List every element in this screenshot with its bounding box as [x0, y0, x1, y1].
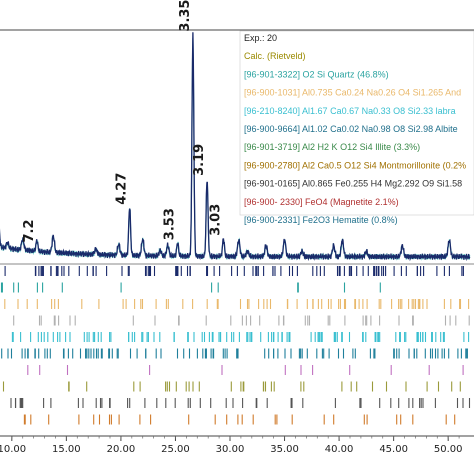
x-tick-label: 30.00 — [216, 444, 245, 455]
legend-entry: [96-900-9664] Al1.02 Ca0.02 Na0.98 O8 Si… — [244, 124, 458, 134]
diffraction-pattern — [0, 32, 471, 262]
x-tick-label: 50.00 — [434, 444, 463, 455]
x-axis: 10.00 15.00 20.00 25.00 30.00 35.00 40.00 45.00… — [0, 436, 463, 455]
legend-entry: [96-901-3719] Al2 H2 K O12 Si4 Illite (3… — [244, 142, 420, 152]
x-tick-label: 45.00 — [379, 444, 408, 455]
legend-entry: Calc. (Rietveld) — [244, 51, 306, 61]
legend-entry: [96-900-1031] Al0.735 Ca0.24 Na0.26 O4 S… — [244, 88, 461, 98]
peak-label: 7.2 — [22, 219, 37, 242]
phase-tick-rows — [0, 266, 471, 425]
x-tick-label: 40.00 — [325, 444, 354, 455]
peak-label: 4.27 — [115, 173, 130, 205]
peak-label: 3.53 — [163, 208, 178, 240]
experimental-pattern-line — [0, 32, 471, 262]
x-tick-label: 35.00 — [270, 444, 299, 455]
x-tick-label: 25.00 — [161, 444, 190, 455]
peak-label: 3.19 — [192, 144, 207, 176]
legend-entry: [96-901-3322] O2 Si Quartz (46.8%) — [244, 69, 389, 79]
legend-entry: Exp.: 20 — [244, 33, 277, 43]
legend-entry: [96-900-2331] Fe2O3 Hematite (0.8%) — [244, 215, 398, 225]
legend-entry: [96-900-2780] Al2 Ca0.5 O12 Si4 Montmori… — [244, 160, 466, 170]
legend-entry: [96-901-0165] Al0.865 Fe0.255 H4 Mg2.292… — [244, 179, 462, 189]
plot-frame — [0, 29, 474, 437]
peak-label: 3.03 — [209, 204, 224, 236]
x-tick-label: 10.00 — [0, 444, 26, 455]
legend-entry: [96-210-8240] Al1.67 Ca0.67 Na0.33 O8 Si… — [244, 106, 456, 116]
x-tick-label: 15.00 — [52, 444, 81, 455]
peak-labels: 10.07.24.273.533.353.193.03 — [22, 0, 224, 243]
x-tick-label: 20.00 — [107, 444, 136, 455]
chart-legend: Exp.: 20 Calc. (Rietveld) [96-901-3322] O2… — [239, 30, 474, 225]
peak-label: 3.35 — [178, 0, 193, 32]
legend-box — [239, 30, 474, 216]
legend-entry: [96-900- 2330] FeO4 (Magnetite 2.1%) — [244, 197, 399, 207]
